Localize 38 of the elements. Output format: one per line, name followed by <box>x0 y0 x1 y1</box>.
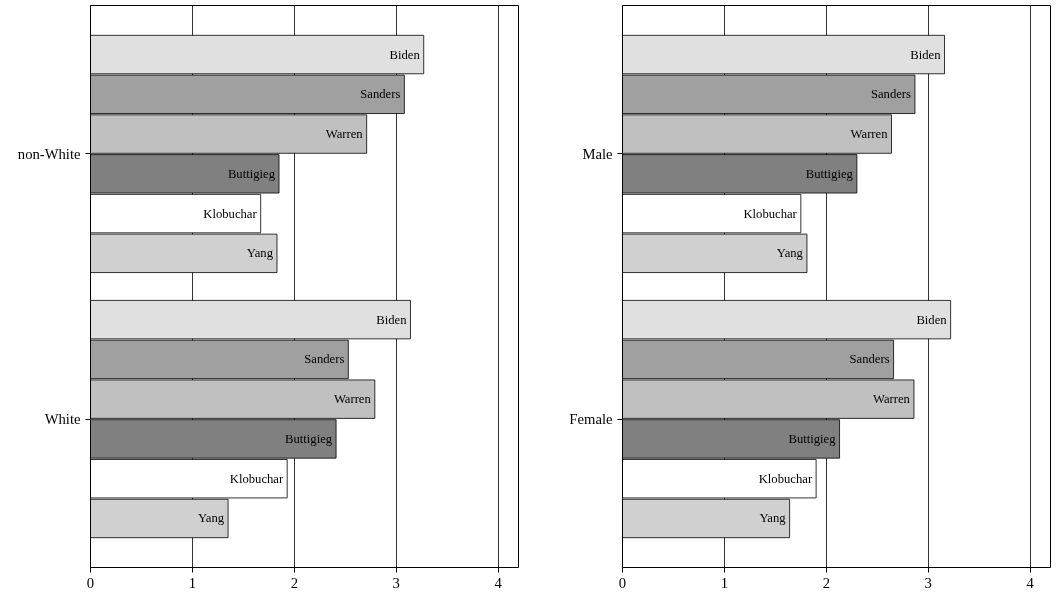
x-tick-label: 1 <box>188 574 197 591</box>
series-label: Klobuchar <box>203 206 258 221</box>
x-tick-label: 2 <box>290 574 298 591</box>
series-label: Sanders <box>304 352 345 367</box>
text: Yang <box>246 246 273 261</box>
series-label: Biden <box>389 47 421 62</box>
x-tick-label: 0 <box>618 574 627 591</box>
text: Buttigieg <box>284 431 333 446</box>
text: Warren <box>333 392 371 407</box>
series-label: Buttigieg <box>227 166 276 181</box>
series-label: Warren <box>850 127 889 142</box>
x-tick-label: 4 <box>494 574 503 591</box>
text: Yang <box>759 511 786 526</box>
text: Buttigieg <box>788 431 836 446</box>
x-tick-label: 1 <box>720 574 729 591</box>
text: Klobuchar <box>758 471 813 486</box>
series-label: Biden <box>916 312 948 327</box>
series-label: Klobuchar <box>743 206 798 221</box>
text: Biden <box>376 312 407 327</box>
text: Klobuchar <box>229 471 284 486</box>
series-label: Sanders <box>870 87 912 102</box>
y-tick-label: Male <box>582 145 613 162</box>
text: Sanders <box>849 352 890 367</box>
series-label: Warren <box>325 127 364 142</box>
text: Sanders <box>360 87 401 102</box>
text: Warren <box>873 392 910 407</box>
series-label: Yang <box>776 246 804 261</box>
x-tick-label: 3 <box>392 574 400 591</box>
series-label: Buttigieg <box>805 166 854 181</box>
y-tick-label: White <box>44 411 81 428</box>
x-tick-label: 3 <box>924 574 932 591</box>
text: Biden <box>910 47 941 62</box>
x-tick-label: 4 <box>1026 574 1035 591</box>
y-tick-label: non-White <box>17 145 81 162</box>
x-tick-label: 0 <box>86 574 95 591</box>
series-label: Yang <box>197 511 225 526</box>
x-tick-label: 2 <box>822 574 830 591</box>
y-tick-label: Female <box>569 411 613 428</box>
